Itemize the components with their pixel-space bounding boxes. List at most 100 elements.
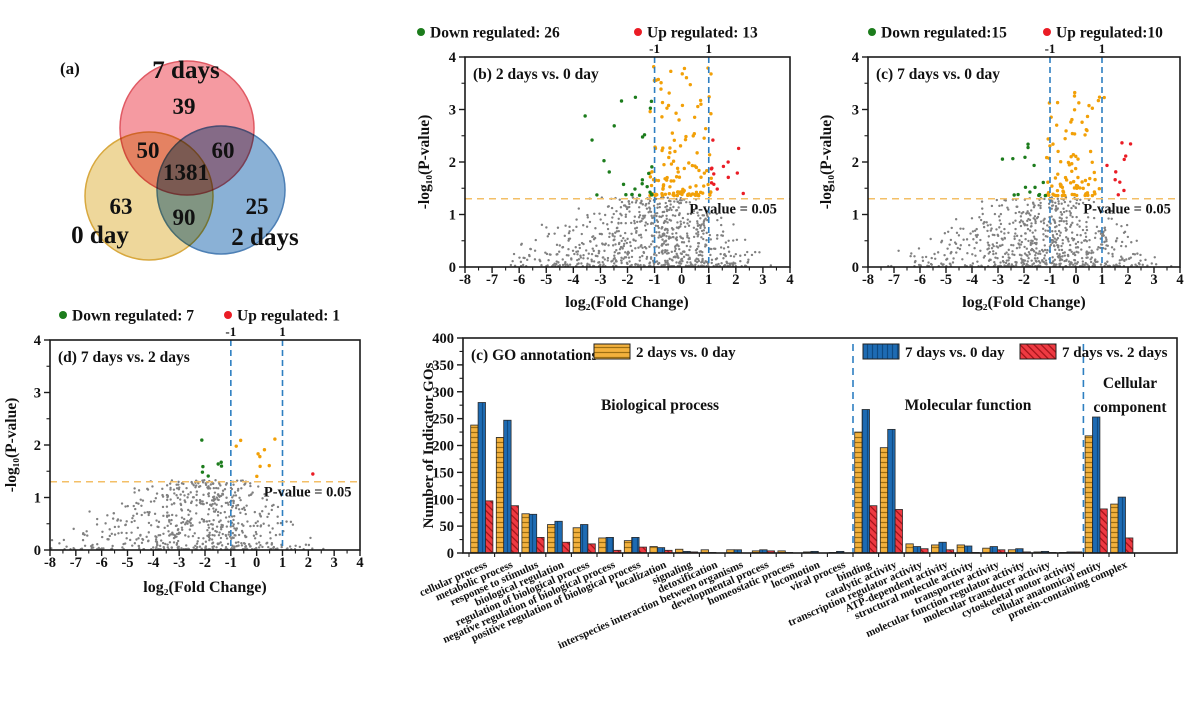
data-point bbox=[595, 193, 599, 197]
data-point bbox=[651, 240, 655, 243]
data-point bbox=[116, 519, 119, 522]
volcano-panel-c: -1 1P-value = 0.05-8 -7 -6 -5 -4 -3 -2 -1 0 1 2 3 401… bbox=[818, 25, 1184, 312]
data-point bbox=[212, 518, 215, 522]
data-point bbox=[612, 238, 615, 242]
data-point bbox=[671, 228, 675, 231]
data-point bbox=[240, 529, 244, 533]
data-point bbox=[687, 257, 690, 261]
data-point bbox=[658, 234, 661, 237]
data-point bbox=[613, 257, 616, 260]
data-point bbox=[692, 209, 696, 213]
data-point bbox=[259, 525, 262, 528]
data-point bbox=[994, 256, 997, 259]
data-point bbox=[125, 520, 128, 523]
data-point bbox=[620, 261, 623, 265]
data-point bbox=[940, 241, 943, 244]
data-point bbox=[1023, 224, 1027, 227]
data-point bbox=[640, 243, 643, 247]
data-point bbox=[945, 258, 948, 261]
data-point bbox=[266, 515, 269, 519]
x-axis-label: log₂(Fold Change) bbox=[143, 579, 266, 596]
data-point bbox=[85, 530, 88, 533]
data-point bbox=[641, 254, 644, 258]
data-point bbox=[221, 492, 224, 496]
x-tick-label: -8 bbox=[862, 272, 874, 288]
data-point bbox=[261, 545, 264, 549]
data-point bbox=[1118, 262, 1121, 265]
bar bbox=[554, 520, 563, 554]
data-point bbox=[638, 210, 641, 214]
data-point bbox=[1064, 226, 1067, 230]
data-point bbox=[175, 494, 178, 497]
data-point bbox=[672, 256, 676, 259]
data-point bbox=[954, 218, 958, 221]
data-point bbox=[658, 215, 661, 218]
data-point bbox=[986, 224, 990, 227]
data-point bbox=[1037, 259, 1041, 263]
data-point bbox=[696, 222, 699, 225]
x-tick-label: -2 bbox=[621, 272, 633, 288]
data-point bbox=[139, 534, 142, 537]
data-point bbox=[1085, 228, 1089, 232]
data-point bbox=[637, 234, 641, 237]
data-point bbox=[591, 247, 594, 250]
data-point bbox=[1111, 252, 1114, 256]
data-point bbox=[993, 233, 996, 237]
data-point bbox=[647, 202, 651, 205]
data-point bbox=[96, 542, 99, 546]
data-point bbox=[1058, 259, 1062, 262]
y-tick-label: 2 bbox=[449, 155, 456, 171]
data-point bbox=[528, 254, 531, 258]
data-point bbox=[251, 491, 254, 494]
data-point bbox=[988, 258, 992, 261]
data-point bbox=[140, 504, 143, 508]
data-point bbox=[311, 472, 315, 476]
data-point bbox=[104, 522, 107, 525]
data-point bbox=[1080, 180, 1084, 184]
data-point bbox=[1029, 243, 1032, 247]
data-point bbox=[958, 247, 962, 251]
data-point bbox=[1039, 252, 1042, 256]
panel-title: (d) 7 days vs. 2 days bbox=[58, 349, 190, 366]
fold-change-threshold-label: -1 bbox=[649, 41, 660, 56]
data-point bbox=[586, 216, 590, 219]
data-point bbox=[1015, 246, 1019, 250]
y-tick-label: 200 bbox=[432, 439, 454, 455]
data-point bbox=[202, 493, 205, 497]
data-point bbox=[213, 491, 217, 494]
data-point bbox=[1023, 185, 1028, 189]
data-point bbox=[265, 498, 269, 502]
data-point bbox=[667, 208, 671, 212]
data-point bbox=[666, 196, 670, 199]
data-point bbox=[1101, 232, 1105, 235]
data-point bbox=[133, 542, 137, 545]
data-point bbox=[1084, 192, 1088, 196]
data-point bbox=[58, 542, 61, 545]
data-point bbox=[1078, 219, 1081, 222]
bar bbox=[580, 524, 589, 554]
data-point bbox=[254, 530, 258, 534]
data-point bbox=[208, 533, 211, 537]
data-point bbox=[1034, 242, 1038, 246]
section-title: Cellular bbox=[1103, 375, 1157, 392]
p-value-threshold-label: P-value = 0.05 bbox=[1083, 201, 1171, 217]
data-point bbox=[599, 218, 602, 221]
data-point bbox=[234, 494, 238, 497]
data-point bbox=[213, 534, 216, 537]
data-point bbox=[1090, 106, 1095, 110]
data-point bbox=[1087, 103, 1091, 108]
data-point bbox=[1056, 172, 1060, 176]
x-tick-label: 3 bbox=[759, 272, 766, 288]
data-point bbox=[685, 244, 689, 248]
data-point bbox=[661, 252, 664, 255]
y-axis-label: -log₁₀(P-value) bbox=[416, 115, 433, 210]
data-point bbox=[680, 72, 684, 76]
x-tick-label: -4 bbox=[567, 272, 579, 288]
data-point bbox=[769, 264, 773, 267]
data-point bbox=[191, 496, 195, 499]
data-point bbox=[660, 100, 665, 105]
data-point bbox=[1128, 257, 1131, 260]
data-point bbox=[194, 486, 197, 489]
data-point bbox=[1014, 227, 1017, 231]
data-point bbox=[596, 254, 599, 258]
